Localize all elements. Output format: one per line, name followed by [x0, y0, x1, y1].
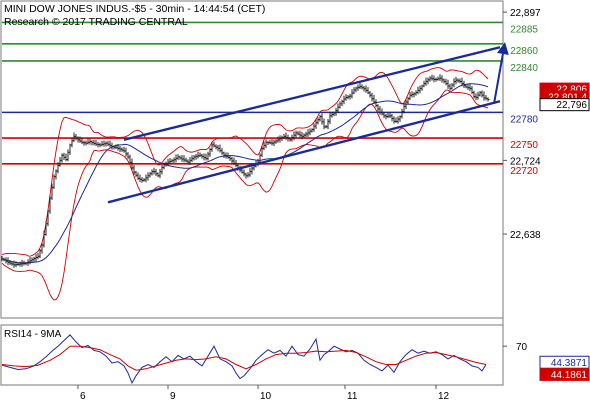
channel-upper-line — [123, 46, 501, 141]
rsi-plot-frame — [0, 324, 504, 386]
moving-average — [1, 83, 489, 264]
x-tick-label: 11 — [347, 391, 358, 400]
forecast-arrow-shaft — [493, 53, 504, 104]
level-lines: 22885 22860 22840 22780 22750 22720 — [2, 21, 538, 177]
level-tag-0: 22,806 — [556, 85, 587, 96]
rsi-title: RSI14 - 9MA — [4, 329, 62, 340]
rsi-value-tag-1-bg — [539, 367, 590, 381]
last-price-tag: 22,796 — [556, 100, 587, 111]
level-label-22720: 22720 — [510, 166, 538, 177]
last-price-tag-bg — [539, 98, 590, 112]
forecast-arrow-head — [497, 42, 509, 55]
lower-band — [1, 89, 489, 301]
rsi-lines — [1, 334, 487, 385]
x-tick-label: 9 — [170, 391, 176, 400]
level-label-22750: 22750 — [510, 140, 538, 151]
upper-band — [1, 67, 489, 257]
trend-channel — [107, 42, 509, 204]
level-label-22860: 22860 — [510, 46, 538, 57]
rsi-line — [1, 334, 487, 385]
y-tick-label: 22,638 — [510, 230, 541, 241]
y-tick-label: 22,724 — [510, 156, 541, 167]
channel-lower-line — [107, 100, 501, 204]
x-tick-label: 10 — [260, 391, 272, 400]
rsi-ma-line — [1, 345, 487, 371]
level-tag-1: 22,801.4 — [548, 93, 587, 104]
rsi-value-tag-1: 44.1861 — [551, 370, 588, 381]
rsi-y-tick-label: 70 — [516, 342, 528, 353]
bollinger-bands — [1, 67, 489, 301]
level-label-22840: 22840 — [510, 63, 538, 74]
chart-copyright: Research © 2017 TRADING CENTRAL — [4, 16, 188, 28]
y-tick-label: 22,897 — [510, 8, 541, 19]
rsi-value-tag-0: 44.3871 — [551, 358, 588, 369]
x-tick-label: 6 — [80, 391, 86, 400]
chart-title: MINI DOW JONES INDUS.-$5 - 30min - 14:44… — [4, 3, 265, 15]
level-label-22780: 22780 — [510, 114, 538, 125]
x-tick-label: 12 — [438, 391, 450, 400]
level-label-22885: 22885 — [510, 24, 538, 35]
